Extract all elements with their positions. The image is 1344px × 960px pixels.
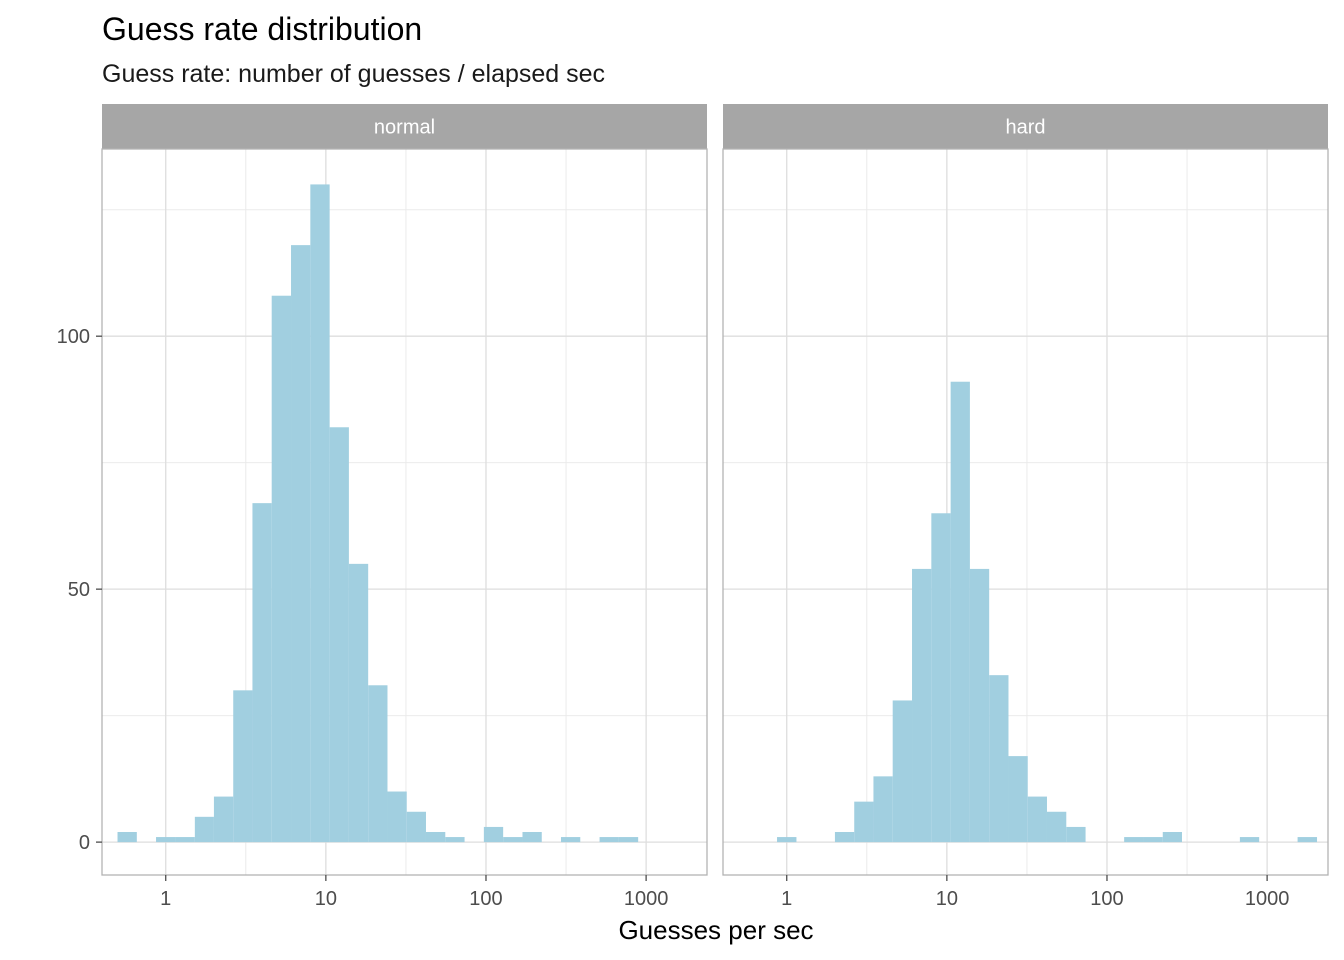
x-tick-label: 10 — [315, 888, 337, 910]
facet-strip-label: hard — [1005, 117, 1045, 139]
histogram-bar — [618, 837, 639, 843]
histogram-bar — [1066, 826, 1086, 843]
x-tick-label: 1000 — [624, 888, 669, 910]
panel-border — [101, 148, 708, 876]
histogram-bar — [387, 791, 407, 843]
histogram-bar — [1162, 831, 1182, 843]
facet-panels: normal 1 10 100 1000 hard 1 10 100 1000 — [101, 104, 1329, 910]
histogram-bar — [912, 568, 932, 843]
histogram-bar — [233, 690, 253, 843]
histogram-bar — [503, 837, 523, 843]
histogram-bar — [213, 796, 234, 843]
histogram-bar — [854, 801, 874, 843]
histogram-bar — [291, 245, 311, 843]
histogram-bar — [1008, 756, 1028, 843]
histogram-bar — [989, 675, 1009, 843]
histogram-bar — [969, 568, 990, 843]
histogram-bar — [329, 427, 349, 843]
x-tick-label: 1 — [781, 888, 792, 910]
histogram-bar — [1143, 837, 1163, 843]
histogram-bar — [252, 503, 272, 843]
histogram-bar — [1124, 837, 1144, 843]
histogram-bar — [194, 816, 214, 843]
histogram-bar — [950, 381, 970, 843]
histogram-bar — [425, 831, 446, 843]
histogram-bar — [892, 700, 913, 843]
histogram-bar — [1297, 837, 1318, 843]
facet-panel-hard: hard 1 10 100 1000 — [722, 104, 1329, 910]
x-tick-label: 100 — [1090, 888, 1123, 910]
histogram-bar — [348, 563, 369, 843]
histogram-bar — [117, 831, 137, 843]
histogram-bar — [175, 837, 195, 843]
y-tick-label: 50 — [68, 579, 90, 601]
histogram-bar — [599, 837, 619, 843]
facet-strip-label: normal — [374, 117, 435, 139]
x-tick-label: 100 — [469, 888, 502, 910]
histogram-bar — [1027, 796, 1047, 843]
facet-panel-normal: normal 1 10 100 1000 — [101, 104, 708, 910]
x-axis-title: Guesses per sec — [618, 915, 813, 945]
y-tick-label: 0 — [79, 832, 90, 854]
x-tick-label: 1 — [160, 888, 171, 910]
histogram-bar — [777, 837, 797, 843]
histogram-bar — [445, 837, 465, 843]
histogram-bar — [271, 295, 292, 843]
histogram-bar — [1046, 811, 1067, 843]
chart-title: Guess rate distribution — [102, 11, 422, 47]
y-axis: 0 50 100 — [57, 326, 102, 854]
histogram-bar — [310, 184, 330, 843]
x-tick-label: 10 — [936, 888, 958, 910]
panel-border — [722, 148, 1329, 876]
histogram-bar — [873, 776, 893, 843]
histogram-bar — [931, 513, 951, 843]
histogram-bar — [1239, 837, 1260, 843]
histogram-bar — [834, 831, 855, 843]
facet-strip — [723, 104, 1328, 149]
y-tick-label: 100 — [57, 326, 90, 348]
facet-strip — [102, 104, 707, 149]
histogram-bar — [368, 685, 388, 843]
chart-subtitle: Guess rate: number of guesses / elapsed … — [102, 60, 605, 88]
histogram-bar — [406, 811, 426, 843]
x-tick-label: 1000 — [1245, 888, 1290, 910]
histogram-bar — [483, 826, 504, 843]
histogram-bar — [156, 837, 176, 843]
histogram-bar — [522, 831, 542, 843]
histogram-bar — [560, 837, 581, 843]
